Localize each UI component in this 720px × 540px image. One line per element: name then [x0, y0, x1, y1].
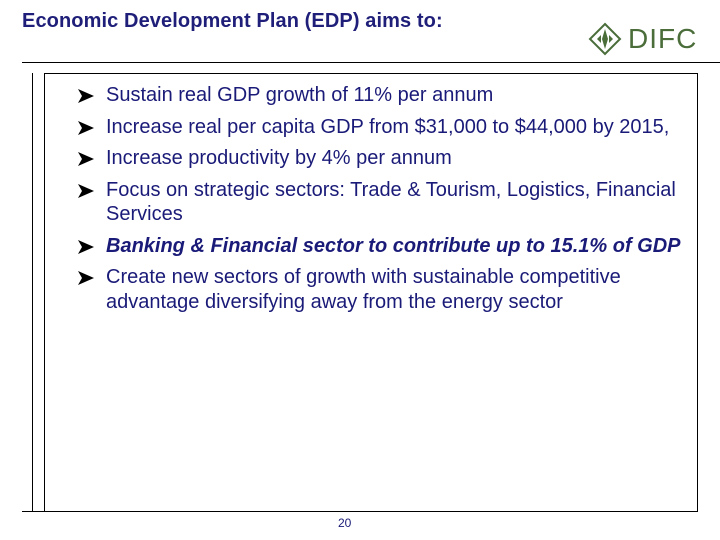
bullet-item-emphasized: Banking & Financial sector to contribute… [78, 234, 698, 259]
logo-text: DIFC [628, 23, 698, 54]
left-margin-rule [32, 73, 33, 512]
arrow-bullet-icon [78, 120, 94, 135]
slide-title: Economic Development Plan (EDP) aims to: [22, 10, 443, 32]
bullet-text: Focus on strategic sectors: Trade & Tour… [106, 178, 676, 226]
bullet-text: Increase productivity by 4% per annum [106, 147, 452, 169]
bullet-item: Increase productivity by 4% per annum [78, 146, 698, 171]
arrow-bullet-icon [78, 239, 94, 254]
title-divider [22, 62, 720, 63]
arrow-bullet-icon [78, 271, 94, 285]
difc-logo: DIFC [588, 17, 697, 61]
arrow-bullet-icon [78, 183, 94, 198]
bullet-text: Banking & Financial sector to contribute… [106, 234, 681, 257]
bullet-list: Sustain real GDP growth of 11% per annum… [78, 83, 698, 321]
bullet-item: Sustain real GDP growth of 11% per annum [78, 83, 698, 108]
bullet-item: Create new sectors of growth with sustai… [78, 265, 698, 314]
content-frame [44, 73, 698, 512]
arrow-bullet-icon [78, 89, 94, 103]
bullet-item: Focus on strategic sectors: Trade & Tour… [78, 178, 698, 227]
bullet-text: Create new sectors of growth with sustai… [106, 266, 621, 313]
bullet-item: Increase real per capita GDP from $31,00… [78, 115, 698, 140]
bullet-text: Increase real per capita GDP from $31,00… [106, 115, 670, 138]
difc-diamond-logo-icon [588, 22, 622, 56]
bottom-left-tick [22, 511, 44, 512]
page-number: 20 [338, 516, 352, 530]
arrow-bullet-icon [78, 152, 94, 166]
bullet-text: Sustain real GDP growth of 11% per annum [106, 84, 494, 106]
